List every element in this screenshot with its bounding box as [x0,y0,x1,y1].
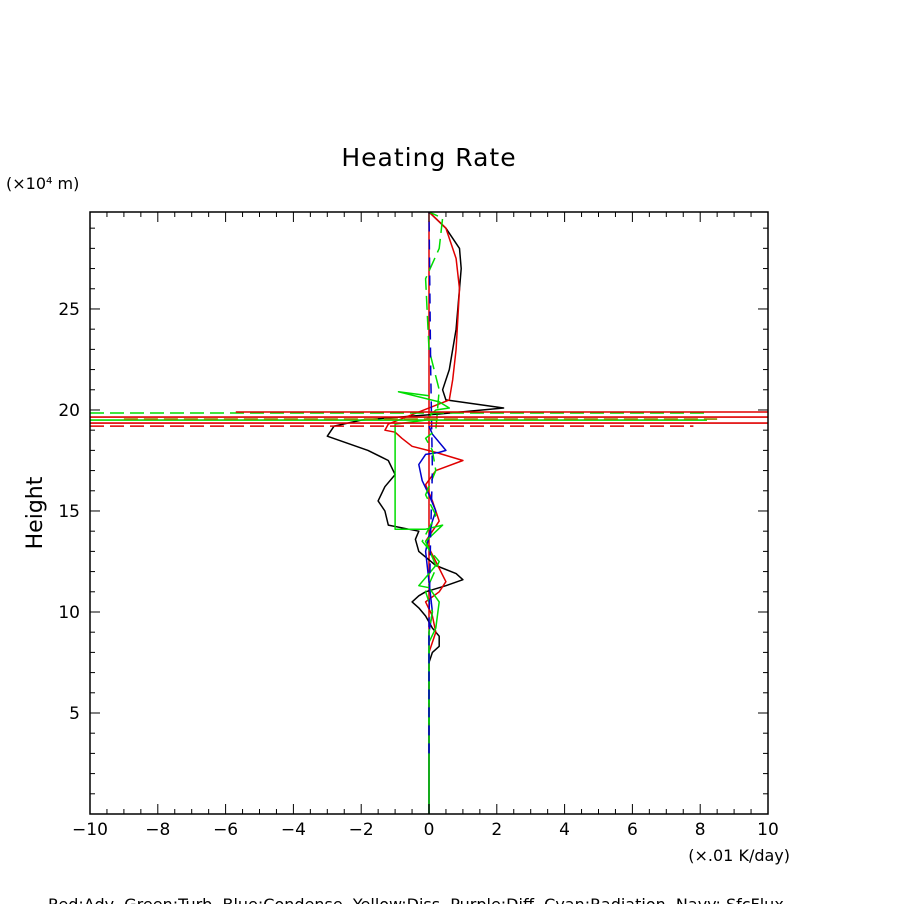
y-axis-label: Height [23,476,48,549]
series-line-condense [418,425,447,814]
x-tick-label-5: 0 [424,820,435,840]
chart-title: Heating Rate [341,143,516,172]
x-tick-label-2: −6 [213,820,238,840]
y-axis-unit: (×10⁴ m) [6,174,79,193]
series-layer [90,212,768,814]
series-line-total [326,212,505,814]
tick-labels: −10 −8 −6 −4 −2 0 2 4 6 8 10 5 10 15 20 25 [58,300,778,840]
x-tick-label-10: 10 [757,820,779,840]
x-tick-label-7: 4 [559,820,570,840]
plot-frame [89,211,769,815]
x-tick-label-9: 8 [695,820,706,840]
y-tick-label-4: 25 [58,300,80,320]
series-line-adv [384,212,464,814]
y-tick-label-3: 20 [58,401,80,421]
x-tick-label-8: 6 [627,820,638,840]
series-line-turb [394,391,451,814]
series-line-dashed-b [428,212,434,754]
x-tick-label-1: −8 [145,820,170,840]
x-tick-label-0: −10 [72,820,108,840]
x-tick-label-4: −2 [349,820,374,840]
y-tick-label-2: 15 [58,502,80,522]
y-tick-label-0: 5 [69,704,80,724]
x-tick-label-3: −4 [281,820,306,840]
axis-ticks [89,212,769,814]
x-tick-label-6: 2 [491,820,502,840]
legend-caption: Red:Adv Green:Turb Blue:Condense Yellow:… [48,895,784,904]
x-axis-unit: (×.01 K/day) [688,846,790,865]
y-tick-label-1: 10 [58,603,80,623]
series-line-dashed-a [421,212,444,724]
